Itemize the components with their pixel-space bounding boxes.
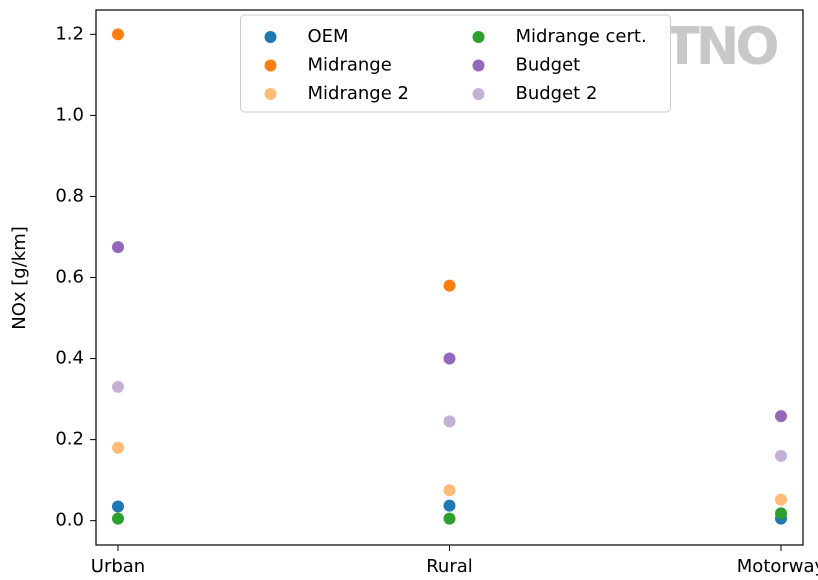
point [443,512,456,525]
point [775,493,787,506]
x-tick-label: Urban [91,556,145,577]
legend-label: Midrange 2 [308,83,409,104]
point [112,441,124,454]
legend-label: Budget [516,55,581,76]
point [443,499,456,512]
point [443,352,456,365]
legend-label: Budget 2 [516,83,598,104]
y-tick-label: 0.0 [55,510,84,531]
point [112,28,124,41]
legend-label: Midrange [308,55,392,76]
point [775,507,787,520]
y-tick-label: 0.4 [55,348,84,369]
legend-marker [264,88,277,100]
legend-marker [472,59,485,72]
point [112,241,124,254]
legend-marker [264,31,277,43]
point [443,415,456,428]
y-tick-label: 0.8 [55,185,84,206]
point [112,500,124,513]
legend-marker [472,88,485,100]
watermark: TNO [664,17,777,77]
y-axis-label: NOx [g/km] [9,226,30,330]
legend-marker [264,59,277,72]
y-tick-label: 0.2 [55,429,84,450]
y-tick-label: 1.0 [55,104,84,125]
point [775,449,787,462]
legend-label: Midrange cert. [516,26,647,47]
legend-marker [472,31,485,43]
point [112,512,124,525]
point [775,410,787,423]
legend-box [240,14,671,113]
y-tick-label: 0.6 [55,267,84,288]
y-tick-label: 1.2 [55,23,84,44]
point [443,484,456,497]
point [443,279,456,292]
point [112,380,124,393]
x-tick-label: Motorway [737,556,818,577]
legend-label: OEM [308,26,349,47]
x-tick-label: Rural [426,556,473,577]
